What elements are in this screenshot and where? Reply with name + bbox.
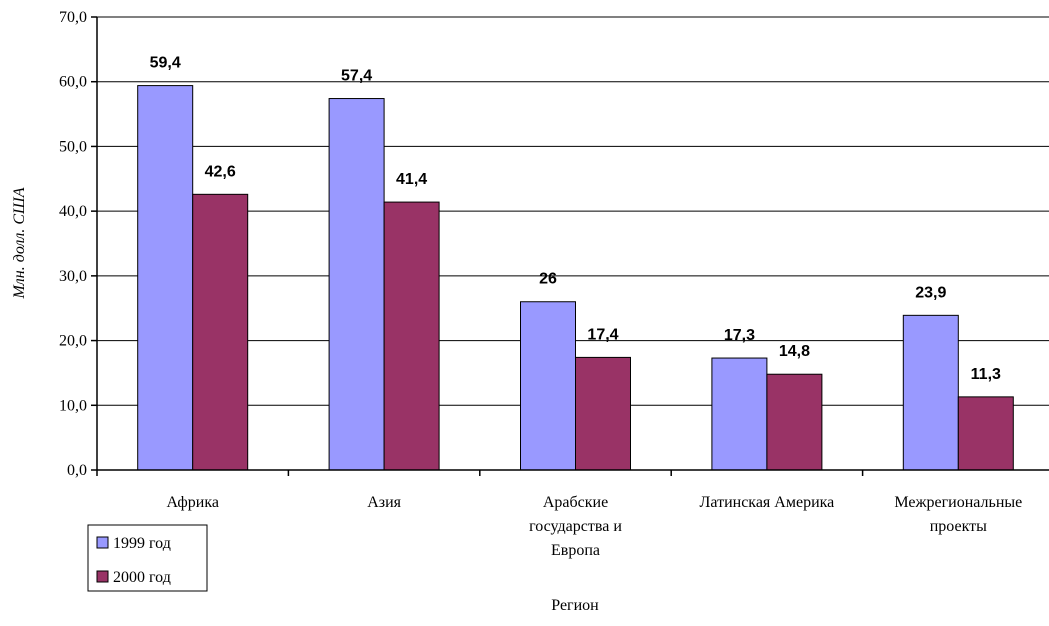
y-tick-label: 60,0 [59,74,87,91]
legend-swatch-1999 [96,536,109,549]
x-axis-title: Регион [551,597,599,614]
legend: 1999 год 2000 год [87,524,208,592]
category-label: Межрегиональные [894,494,1022,511]
bar-1999-2 [520,301,576,471]
category-label: Арабские [543,494,608,511]
axes [96,17,1049,471]
category-labels: Африка Азия Арабские государства и Европа Лат… [166,494,1022,559]
legend-label-2000: 2000 год [113,569,171,586]
y-tick-label: 70,0 [59,9,87,26]
data-label: 57,4 [341,68,372,85]
y-tick-label: 30,0 [59,268,87,285]
bar-1999-4 [902,314,959,471]
bar-2000-3 [766,373,823,471]
legend-swatch-2000 [96,570,109,583]
data-label: 42,6 [205,163,236,180]
data-label: 11,3 [971,366,1001,383]
data-label: 14,8 [779,343,810,360]
category-label: Европа [551,542,600,559]
gridlines [97,16,1049,406]
bar-2000-4 [957,396,1014,471]
bar-1999-1 [328,98,385,471]
y-tick-label: 40,0 [59,203,87,220]
data-label: 17,3 [724,327,755,344]
category-label: проекты [930,518,987,535]
bar-2000-1 [383,201,440,471]
bar-2000-2 [575,356,631,471]
category-label: Африка [166,494,219,511]
y-tick-label: 10,0 [59,397,87,414]
bar-1999-0 [137,85,194,471]
y-axis-title: Млн. долл. США [11,187,28,299]
category-label: Азия [367,494,401,511]
data-label: 41,4 [396,171,427,188]
data-labels: 59,4 42,6 57,4 41,4 26 17,4 17,3 14,8 23,9 11,3 [150,55,1001,383]
legend-label-1999: 1999 год [113,535,171,552]
category-label: Латинская Америка [700,494,835,511]
y-tick-label: 50,0 [59,138,87,155]
y-tick-label: 0,0 [67,462,87,479]
bar-1999-3 [711,357,768,471]
bar-2000-0 [192,193,249,471]
x-ticks [96,470,864,476]
data-label: 23,9 [915,284,946,301]
data-label: 17,4 [587,326,618,343]
y-tick-label: 20,0 [59,333,87,350]
data-label: 59,4 [150,55,181,72]
bars [137,85,1014,471]
y-ticks: 0,0 10,0 20,0 30,0 40,0 50,0 60,0 70,0 [59,9,97,479]
category-label: государства и [529,518,622,535]
data-label: 26 [539,271,557,288]
